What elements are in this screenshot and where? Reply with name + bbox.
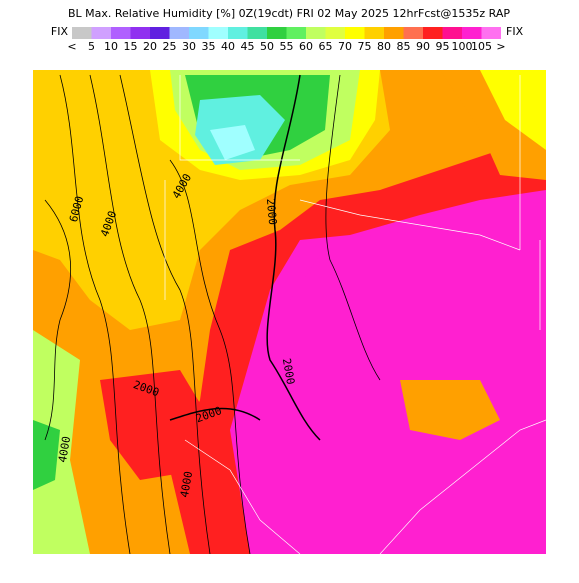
contour-label: 2000 xyxy=(264,198,279,226)
humidity-area xyxy=(480,70,546,150)
legend-label: 5 xyxy=(88,40,95,53)
contour-line xyxy=(169,407,261,421)
legend-label: 50 xyxy=(260,40,274,53)
legend-swatch xyxy=(364,27,384,39)
humidity-area xyxy=(210,125,255,160)
legend-swatch xyxy=(267,27,287,39)
legend-label: 70 xyxy=(338,40,352,53)
legend-swatch xyxy=(228,27,248,39)
legend-label: 40 xyxy=(221,40,235,53)
contour-line xyxy=(44,199,71,441)
legend-label: 25 xyxy=(163,40,177,53)
contour-label: 2000 xyxy=(280,357,297,385)
legend-swatch xyxy=(345,27,365,39)
legend-label: 10 xyxy=(104,40,118,53)
legend-swatch xyxy=(403,27,423,39)
boundaries xyxy=(164,75,547,555)
legend-swatch xyxy=(306,27,326,39)
title: BL Max. Relative Humidity [%] 0Z(19cdt) … xyxy=(68,7,510,20)
contour-line xyxy=(169,159,251,554)
legend-swatch xyxy=(150,27,170,39)
legend-swatch xyxy=(384,27,404,39)
legend-swatch xyxy=(462,27,482,39)
legend-label: 85 xyxy=(397,40,411,53)
legend-label: 105 xyxy=(471,40,492,53)
contour-label: 4000 xyxy=(56,435,73,463)
humidity-area xyxy=(400,380,500,440)
boundary-line xyxy=(164,75,541,330)
legend-swatch xyxy=(286,27,306,39)
legend-label: 65 xyxy=(319,40,333,53)
legend-swatch xyxy=(208,27,228,39)
contour-line xyxy=(325,74,381,381)
legend-label: 95 xyxy=(436,40,450,53)
legend-label: 100 xyxy=(452,40,473,53)
legend-label: 30 xyxy=(182,40,196,53)
legend-label: 60 xyxy=(299,40,313,53)
legend-label: 80 xyxy=(377,40,391,53)
legend-swatch xyxy=(481,27,501,39)
legend-swatch xyxy=(325,27,345,39)
legend-label: 35 xyxy=(202,40,216,53)
legend-swatch xyxy=(442,27,462,39)
legend-label: 55 xyxy=(280,40,294,53)
legend-label: 90 xyxy=(416,40,430,53)
legend-label: 45 xyxy=(241,40,255,53)
legend-right-label: FIX xyxy=(506,25,524,38)
contours xyxy=(44,74,381,554)
boundary-line xyxy=(184,419,547,555)
contour-line xyxy=(89,74,171,554)
humidity-area xyxy=(33,330,90,554)
legend-label: 15 xyxy=(124,40,138,53)
contour-line xyxy=(266,74,321,441)
legend-swatch xyxy=(189,27,209,39)
humidity-area xyxy=(33,420,60,490)
legend-left-label: FIX xyxy=(51,25,69,38)
humidity-area xyxy=(100,370,210,480)
legend-label: 20 xyxy=(143,40,157,53)
contour-label: 4000 xyxy=(178,470,195,498)
legend-label: < xyxy=(67,40,76,53)
legend-swatch xyxy=(423,27,443,39)
legend-swatch xyxy=(111,27,131,39)
legend-label: 75 xyxy=(358,40,372,53)
contour-line xyxy=(119,74,211,554)
legend-swatch xyxy=(91,27,111,39)
legend: <5 10 15 20 25 30 35 40 45 50 55 60 65 70 75 80 85 90 95 10… xyxy=(67,27,506,53)
legend-swatch xyxy=(72,27,92,39)
legend-swatch xyxy=(247,27,267,39)
legend-swatch xyxy=(169,27,189,39)
legend-label: > xyxy=(496,40,505,53)
contour-line xyxy=(59,74,131,554)
legend-swatch xyxy=(130,27,150,39)
